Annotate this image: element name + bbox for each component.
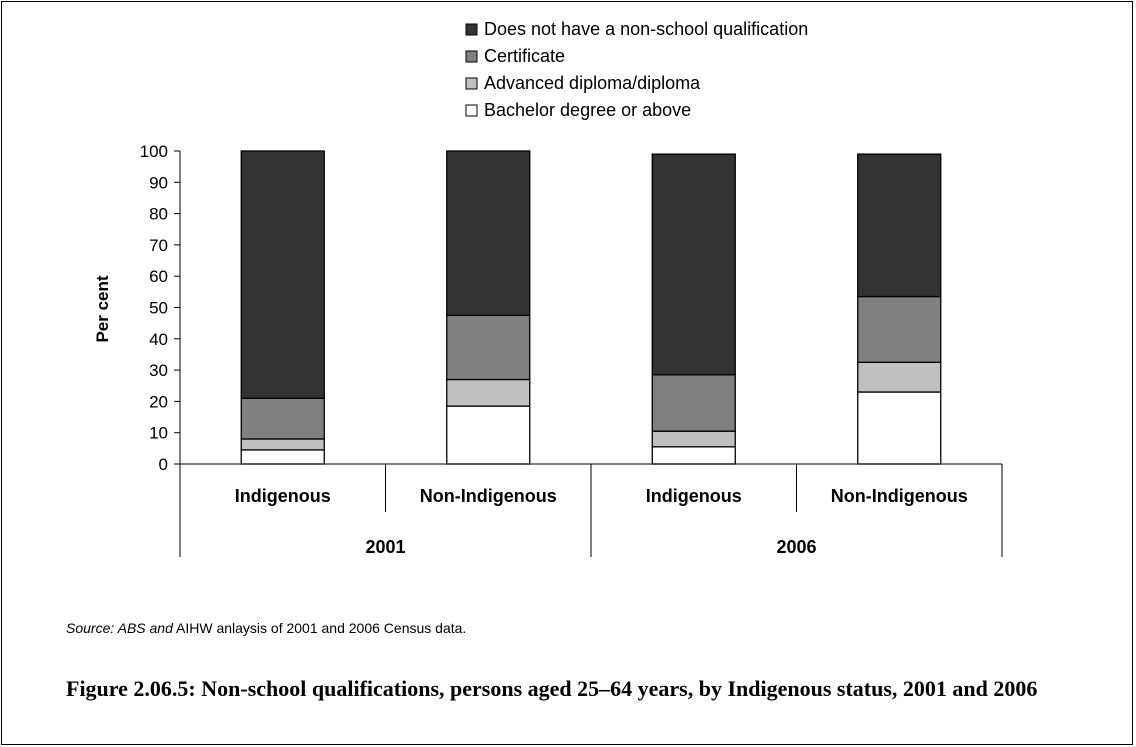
stacked-bar-chart: Does not have a non-school qualification… [93, 19, 1003, 557]
x-category-label: Non-Indigenous [420, 486, 557, 506]
x-group-label: 2001 [365, 537, 405, 557]
bar-segment [446, 314, 531, 381]
y-tick-label: 80 [149, 205, 168, 224]
bar-segment [240, 449, 325, 465]
figure-caption: Figure 2.06.5: Non-school qualifications… [66, 676, 1038, 701]
x-group-label: 2006 [776, 537, 816, 557]
y-tick-label: 70 [149, 236, 168, 255]
legend-label: Does not have a non-school qualification [484, 19, 808, 39]
y-tick-label: 100 [140, 142, 168, 161]
y-tick-label: 20 [149, 392, 168, 411]
bar-segment [651, 446, 736, 465]
chart-bars [240, 150, 942, 465]
legend-swatch [465, 50, 478, 63]
x-category-label: Indigenous [235, 486, 331, 506]
legend-swatch [465, 104, 478, 117]
bar-segment [857, 391, 942, 465]
y-tick-label: 40 [149, 330, 168, 349]
legend-label: Certificate [484, 46, 565, 66]
y-tick-label: 50 [149, 299, 168, 318]
bar-segment [446, 405, 531, 465]
y-tick-label: 0 [159, 455, 168, 474]
y-tick-label: 90 [149, 173, 168, 192]
x-axis: Indigenous Non-Indigenous Indigenous Non-In… [179, 463, 1003, 557]
y-tick-label: 60 [149, 267, 168, 286]
bar-segment [857, 153, 942, 298]
bar-segment [857, 295, 942, 363]
source-text: AIHW anlaysis of 2001 and 2006 Census da… [172, 620, 467, 636]
legend-swatch [465, 23, 478, 36]
bar-segment [240, 150, 325, 399]
y-axis-label: Per cent [93, 275, 112, 342]
source-prefix: Source: ABS and [66, 620, 173, 636]
bar-segment [446, 378, 531, 407]
bar-segment [651, 374, 736, 432]
y-tick-label: 30 [149, 361, 168, 380]
bar-segment [240, 397, 325, 440]
bar-segment [446, 150, 531, 316]
bar-segment [857, 361, 942, 393]
legend-swatch [465, 77, 478, 90]
y-axis-ticks: 0 10 20 30 40 50 60 70 80 90 100 [140, 142, 181, 474]
x-category-label: Non-Indigenous [831, 486, 968, 506]
bar-segment [651, 430, 736, 448]
legend-label: Advanced diploma/diploma [484, 73, 701, 93]
bar-segment [651, 153, 736, 376]
bar-segment [240, 438, 325, 451]
y-tick-label: 10 [149, 424, 168, 443]
x-category-label: Indigenous [646, 486, 742, 506]
legend-label: Bachelor degree or above [484, 100, 691, 120]
chart-legend: Does not have a non-school qualification… [465, 19, 808, 120]
source-note: Source: ABS and AIHW anlaysis of 2001 an… [66, 620, 466, 636]
